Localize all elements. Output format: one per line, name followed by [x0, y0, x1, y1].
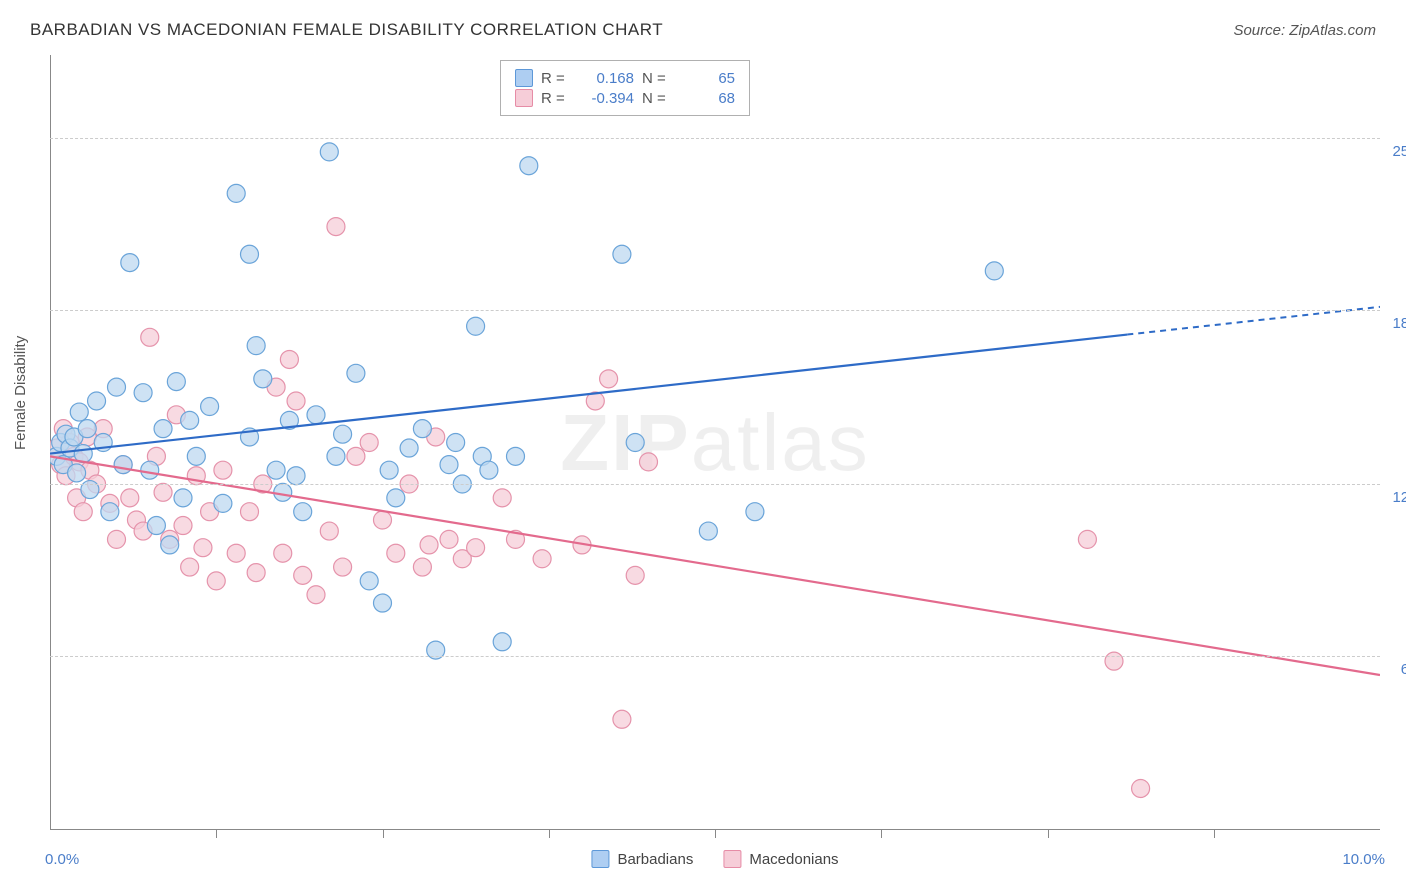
r-label: R = [541, 70, 571, 87]
series-label-macedonians: Macedonians [749, 851, 838, 868]
gridline [50, 310, 1380, 311]
gridline [50, 656, 1380, 657]
n-label: N = [642, 90, 672, 107]
x-tick [549, 830, 550, 838]
plot-svg [50, 55, 1380, 830]
correlation-legend: R = 0.168 N = 65 R = -0.394 N = 68 [500, 60, 750, 116]
x-tick [1214, 830, 1215, 838]
r-value-barbadians: 0.168 [579, 70, 634, 87]
legend-row-barbadians: R = 0.168 N = 65 [515, 69, 735, 87]
n-value-macedonians: 68 [680, 90, 735, 107]
legend-item-barbadians: Barbadians [591, 850, 693, 868]
y-axis-label: Female Disability [12, 336, 29, 450]
y-tick-label: 12.5% [1385, 489, 1406, 506]
swatch-barbadians [591, 850, 609, 868]
swatch-barbadians [515, 69, 533, 87]
legend-item-macedonians: Macedonians [723, 850, 838, 868]
y-tick-label: 6.3% [1385, 661, 1406, 678]
r-label: R = [541, 90, 571, 107]
x-tick [881, 830, 882, 838]
source-attribution: Source: ZipAtlas.com [1233, 22, 1376, 39]
chart-title: BARBADIAN VS MACEDONIAN FEMALE DISABILIT… [30, 20, 663, 40]
x-max-label: 10.0% [1342, 851, 1385, 868]
gridline [50, 484, 1380, 485]
legend-row-macedonians: R = -0.394 N = 68 [515, 89, 735, 107]
swatch-macedonians [723, 850, 741, 868]
x-tick [1048, 830, 1049, 838]
x-tick [216, 830, 217, 838]
gridline [50, 138, 1380, 139]
swatch-macedonians [515, 89, 533, 107]
x-tick [383, 830, 384, 838]
n-label: N = [642, 70, 672, 87]
r-value-macedonians: -0.394 [579, 90, 634, 107]
scatter-plot-area: ZIPatlas R = 0.168 N = 65 R = -0.394 N =… [50, 55, 1380, 830]
series-label-barbadians: Barbadians [617, 851, 693, 868]
y-tick-label: 18.8% [1385, 315, 1406, 332]
x-min-label: 0.0% [45, 851, 79, 868]
x-tick [715, 830, 716, 838]
y-tick-label: 25.0% [1385, 143, 1406, 160]
n-value-barbadians: 65 [680, 70, 735, 87]
series-legend: Barbadians Macedonians [591, 850, 838, 868]
